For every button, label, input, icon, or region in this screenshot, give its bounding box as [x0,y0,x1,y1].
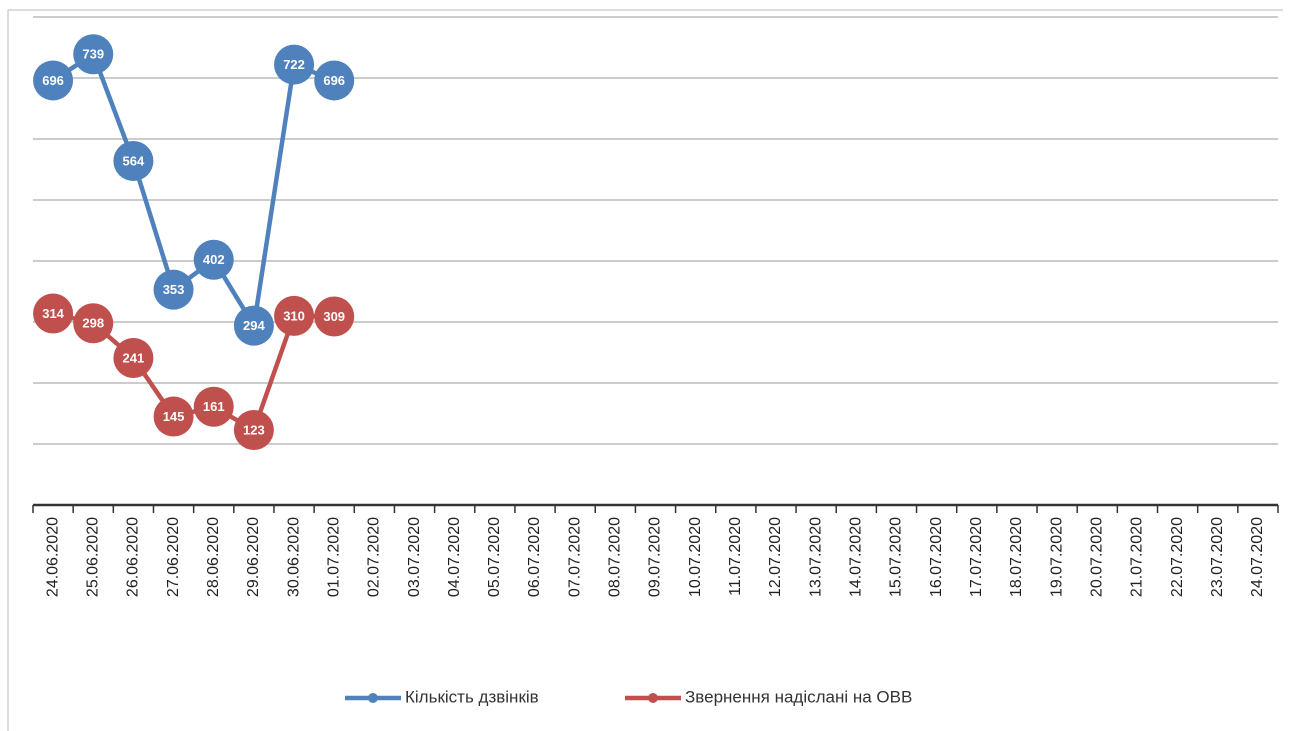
legend-marker [648,693,658,703]
marker [314,60,355,101]
legend-label: Звернення надіслані на ОВВ [685,687,912,706]
x-tick-label: 01.07.2020 [325,517,342,597]
data-label: 353 [163,282,185,297]
x-tick-label: 24.07.2020 [1249,517,1266,597]
x-tick-label: 12.07.2020 [767,517,784,597]
x-tick-label: 11.07.2020 [727,517,744,596]
marker [274,295,315,336]
x-tick-label: 08.07.2020 [607,517,624,597]
x-tick-label: 07.07.2020 [566,517,583,597]
data-label: 298 [82,316,104,331]
x-tick-label: 06.07.2020 [526,517,543,597]
x-tick-label: 02.07.2020 [366,517,383,597]
data-label: 310 [283,308,305,323]
x-tick-label: 26.06.2020 [125,517,142,597]
x-tick-label: 23.07.2020 [1209,517,1226,597]
x-tick-label: 22.07.2020 [1169,517,1186,597]
marker [193,386,234,427]
data-label: 564 [123,153,145,168]
marker [113,337,154,378]
data-label: 145 [163,409,185,424]
x-tick-label: 29.06.2020 [245,517,262,597]
data-label: 309 [323,309,345,324]
x-tick-label: 20.07.2020 [1088,517,1105,597]
x-tick-label: 03.07.2020 [406,517,423,597]
x-tick-label: 19.07.2020 [1048,517,1065,597]
x-tick-label: 14.07.2020 [848,517,865,597]
marker [113,140,154,181]
marker [233,409,274,450]
x-tick-label: 16.07.2020 [928,517,945,597]
x-tick-label: 24.06.2020 [44,517,61,597]
marker [274,44,315,85]
x-tick-label: 27.06.2020 [165,517,182,597]
series-line [51,51,336,328]
data-label: 696 [42,73,64,88]
data-label: 402 [203,252,225,267]
marker [193,239,234,280]
data-label: 294 [243,318,265,333]
x-tick-label: 18.07.2020 [1008,517,1025,597]
legend-label: Кількість дзвінків [405,687,539,706]
data-label: 241 [123,350,145,365]
data-label: 722 [283,57,305,72]
x-tick-label: 10.07.2020 [687,517,704,597]
x-tick-label: 15.07.2020 [888,517,905,597]
data-label: 161 [203,399,225,414]
marker [73,34,114,75]
marker [153,396,194,437]
legend-marker [368,693,378,703]
x-tick-label: 28.06.2020 [205,517,222,597]
data-label: 314 [42,306,64,321]
x-tick-label: 17.07.2020 [968,517,985,597]
data-label: 123 [243,422,265,437]
x-tick-label: 30.06.2020 [285,517,302,597]
marker [314,296,355,337]
x-tick-label: 21.07.2020 [1129,517,1146,597]
x-tick-label: 05.07.2020 [486,517,503,597]
data-label: 739 [82,47,104,62]
marker [33,60,74,101]
x-tick-label: 25.06.2020 [84,517,101,597]
x-tick-label: 09.07.2020 [647,517,664,597]
x-tick-label: 13.07.2020 [807,517,824,597]
x-tick-label: 04.07.2020 [446,517,463,597]
data-label: 696 [323,73,345,88]
marker [153,269,194,310]
marker [233,305,274,346]
marker [33,293,74,334]
marker [73,303,114,344]
